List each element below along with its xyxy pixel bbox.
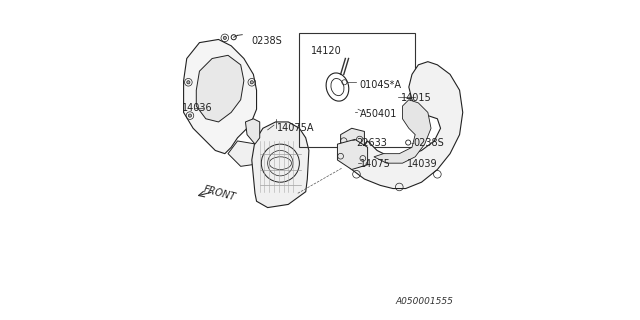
Polygon shape	[252, 122, 309, 208]
Polygon shape	[184, 39, 257, 154]
Polygon shape	[337, 140, 367, 170]
Polygon shape	[374, 100, 431, 163]
Bar	[300, 33, 415, 147]
Text: 0238S: 0238S	[252, 36, 282, 46]
Polygon shape	[346, 62, 463, 188]
Text: 14039: 14039	[407, 159, 438, 169]
Text: 14075A: 14075A	[277, 123, 315, 133]
Circle shape	[188, 114, 191, 117]
Circle shape	[223, 36, 227, 39]
Circle shape	[187, 81, 190, 84]
Polygon shape	[228, 141, 269, 166]
Text: 14075: 14075	[360, 159, 390, 169]
Text: 22633: 22633	[356, 138, 387, 148]
Text: 0104S*A: 0104S*A	[360, 80, 402, 91]
Text: 14036: 14036	[182, 103, 212, 113]
Polygon shape	[196, 55, 244, 122]
Text: FRONT: FRONT	[203, 184, 237, 203]
Polygon shape	[246, 119, 260, 144]
Text: 14015: 14015	[401, 93, 431, 103]
Text: A050001555: A050001555	[396, 297, 453, 306]
Text: 0238S: 0238S	[413, 138, 444, 148]
Circle shape	[250, 81, 253, 84]
Text: 14120: 14120	[310, 45, 341, 56]
Text: A50401: A50401	[360, 109, 397, 119]
Polygon shape	[340, 128, 364, 154]
